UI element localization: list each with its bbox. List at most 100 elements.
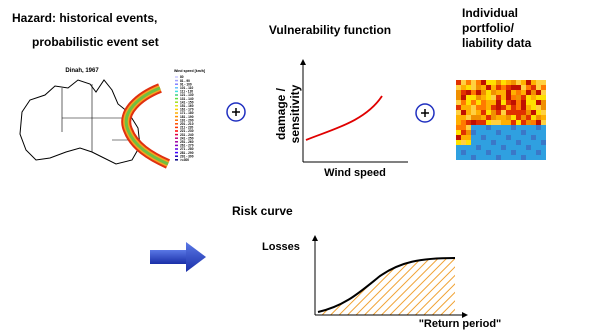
plus-icon (416, 104, 434, 122)
heat-cell (496, 140, 501, 145)
heat-cell (511, 90, 516, 95)
heat-cell (501, 80, 506, 85)
heat-cell (476, 100, 481, 105)
heat-cell (466, 150, 471, 155)
heat-cell (496, 95, 501, 100)
heat-cell (511, 120, 516, 125)
heat-cell (456, 140, 461, 145)
heat-cell (536, 110, 541, 115)
heat-cell (541, 125, 546, 130)
heat-cell (471, 100, 476, 105)
heat-cell (521, 130, 526, 135)
heat-cell (461, 155, 466, 160)
heat-cell (481, 95, 486, 100)
heat-cell (466, 90, 471, 95)
heat-cell (466, 95, 471, 100)
heat-cell (466, 85, 471, 90)
heat-cell (516, 140, 521, 145)
heat-cell (521, 115, 526, 120)
heat-cell (526, 155, 531, 160)
heat-cell (491, 120, 496, 125)
heat-cell (486, 120, 491, 125)
heat-cell (466, 145, 471, 150)
heat-cell (456, 110, 461, 115)
heat-cell (526, 150, 531, 155)
heat-cell (541, 120, 546, 125)
heat-cell (486, 85, 491, 90)
heat-cell (521, 145, 526, 150)
heat-cell (541, 105, 546, 110)
heat-cell (501, 140, 506, 145)
heat-cell (461, 100, 466, 105)
heat-cell (526, 95, 531, 100)
heat-cell (476, 110, 481, 115)
heat-cell (536, 150, 541, 155)
heat-cell (456, 90, 461, 95)
hazard-title: probabilistic event set (32, 35, 159, 49)
heat-cell (516, 125, 521, 130)
heat-cell (466, 100, 471, 105)
y-label: damage / (274, 87, 288, 140)
diagram: Hazard: historical events, probabilistic… (0, 0, 593, 333)
heat-cell (516, 150, 521, 155)
x-label: Wind speed (324, 167, 386, 179)
heat-cell (461, 150, 466, 155)
heat-cell (476, 135, 481, 140)
heat-cell (471, 130, 476, 135)
heat-cell (486, 145, 491, 150)
legend: 8081 - 9091 - 100101 - 110111 - 120121 -… (175, 75, 194, 162)
heat-cell (456, 120, 461, 125)
heat-cell (536, 125, 541, 130)
heat-cell (461, 95, 466, 100)
heat-cell (496, 115, 501, 120)
heat-cell (516, 95, 521, 100)
heat-cell (476, 150, 481, 155)
heat-cell (511, 125, 516, 130)
heat-cell (531, 155, 536, 160)
heat-cell (516, 120, 521, 125)
heat-cell (521, 125, 526, 130)
heat-cell (521, 155, 526, 160)
heat-cell (516, 115, 521, 120)
plus-icon (227, 103, 245, 121)
heat-cell (526, 100, 531, 105)
heat-cell (541, 150, 546, 155)
heat-cell (536, 145, 541, 150)
heat-cell (501, 110, 506, 115)
heat-cell (516, 80, 521, 85)
heat-cell (461, 120, 466, 125)
heat-cell (471, 125, 476, 130)
heat-cell (526, 120, 531, 125)
heat-cell (486, 105, 491, 110)
heat-cell (491, 100, 496, 105)
heat-cell (491, 115, 496, 120)
heat-cell (461, 145, 466, 150)
heat-cell (496, 85, 501, 90)
heat-cell (496, 110, 501, 115)
heat-cell (531, 130, 536, 135)
heat-cell (486, 140, 491, 145)
heat-cell (476, 125, 481, 130)
heat-cell (471, 115, 476, 120)
heat-cell (536, 155, 541, 160)
heat-cell (481, 130, 486, 135)
heat-cell (536, 85, 541, 90)
heat-cell (516, 105, 521, 110)
heat-cell (461, 115, 466, 120)
heat-cell (486, 130, 491, 135)
heat-cell (491, 155, 496, 160)
heat-cell (481, 85, 486, 90)
heat-cell (536, 115, 541, 120)
heat-cell (481, 125, 486, 130)
heat-cell (521, 140, 526, 145)
heat-cell (516, 110, 521, 115)
heat-cell (531, 125, 536, 130)
heat-cell (486, 150, 491, 155)
heat-cell (526, 115, 531, 120)
heat-cell (516, 155, 521, 160)
heat-cell (471, 105, 476, 110)
heat-cell (511, 155, 516, 160)
heat-cell (516, 145, 521, 150)
heat-cell (456, 80, 461, 85)
heat-cell (471, 135, 476, 140)
